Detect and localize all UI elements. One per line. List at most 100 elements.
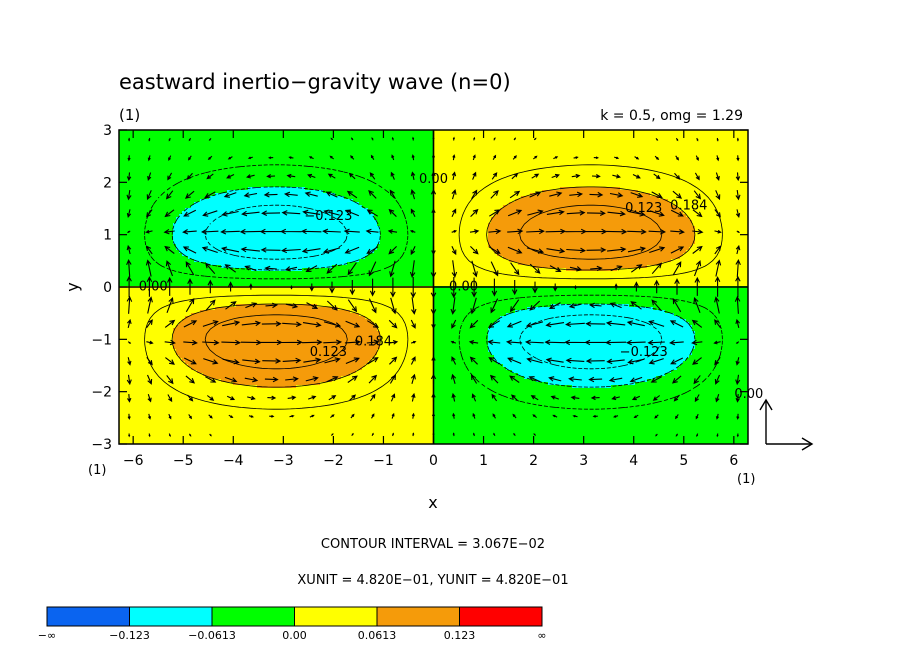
fill-cell [221,346,225,350]
fill-cell [122,376,126,380]
fill-cell [209,352,213,356]
fill-cell [182,163,186,167]
fill-cell [149,406,153,410]
fill-cell [182,208,186,212]
fill-cell [146,202,150,206]
fill-cell [260,265,264,269]
fill-cell [209,235,213,239]
fill-cell [227,271,231,275]
fill-cell [119,235,123,239]
fill-cell [122,412,126,416]
fill-cell [131,217,135,221]
fill-cell [212,289,216,293]
fill-cell [125,133,129,137]
fill-cell [251,136,255,140]
fill-cell [137,211,141,215]
fill-cell [209,130,213,134]
fill-cell [128,226,132,230]
fill-cell [209,340,213,344]
fill-cell [227,370,231,374]
fill-cell [197,322,201,326]
fill-cell [146,136,150,140]
fill-cell [191,268,195,272]
fill-cell [155,367,159,371]
fill-cell [260,214,264,218]
fill-cell [188,220,192,224]
fill-cell [167,439,171,443]
fill-cell [233,391,237,395]
fill-cell [122,268,126,272]
fill-cell [203,178,207,182]
fill-cell [164,415,168,419]
fill-cell [137,316,141,320]
fill-cell [227,166,231,170]
fill-cell [224,184,228,188]
fill-cell [128,223,132,227]
fill-cell [149,427,153,431]
fill-cell [239,211,243,215]
fill-cell [212,226,216,230]
fill-cell [179,277,183,281]
fill-cell [125,229,129,233]
fill-cell [140,409,144,413]
fill-cell [149,199,153,203]
fill-cell [164,289,168,293]
fill-cell [236,424,240,428]
fill-cell [173,382,177,386]
fill-cell [209,418,213,422]
fill-cell [149,235,153,239]
fill-cell [173,268,177,272]
fill-cell [185,226,189,230]
fill-cell [236,277,240,281]
fill-cell [197,250,201,254]
fill-cell [170,346,174,350]
fill-cell [158,250,162,254]
fill-cell [221,148,225,152]
fill-cell [227,382,231,386]
fill-cell [206,250,210,254]
fill-cell [185,199,189,203]
fill-cell [248,196,252,200]
fill-cell [173,220,177,224]
fill-cell [197,394,201,398]
fill-cell [191,184,195,188]
fill-cell [125,442,129,444]
fill-cell [182,412,186,416]
fill-cell [128,139,132,143]
fill-cell [257,433,261,437]
fill-cell [251,196,255,200]
fill-cell [236,229,240,233]
fill-cell [182,145,186,149]
fill-cell [152,415,156,419]
fill-cell [158,406,162,410]
fill-cell [146,397,150,401]
fill-cell [251,430,255,434]
fill-cell [140,376,144,380]
fill-cell [254,130,258,134]
fill-cell [131,199,135,203]
fill-cell [245,343,249,347]
fill-cell [236,337,240,341]
fill-cell [152,334,156,338]
fill-cell [251,331,255,335]
fill-cell [161,226,165,230]
fill-cell [188,187,192,191]
fill-cell [224,382,228,386]
fill-cell [170,304,174,308]
fill-cell [212,343,216,347]
fill-cell [218,238,222,242]
fill-cell [206,208,210,212]
fill-cell [209,361,213,365]
fill-cell [179,181,183,185]
fill-cell [209,277,213,281]
fill-cell [218,346,222,350]
fill-cell [203,361,207,365]
fill-cell [176,262,180,266]
fill-cell [134,301,138,305]
fill-cell [218,334,222,338]
fill-cell [239,364,243,368]
fill-cell [197,316,201,320]
fill-cell [236,190,240,194]
fill-cell [221,232,225,236]
fill-cell [173,379,177,383]
